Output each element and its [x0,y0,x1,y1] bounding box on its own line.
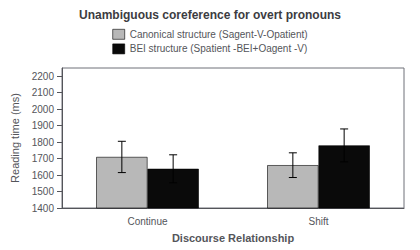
svg-text:1800: 1800 [32,137,55,148]
svg-text:Canonical structure (Sagent-V-: Canonical structure (Sagent-V-Opatient) [130,29,308,40]
svg-text:1700: 1700 [32,153,55,164]
svg-text:Continue: Continue [127,216,167,227]
svg-text:Reading time (ms): Reading time (ms) [9,93,21,183]
svg-text:BEI structure (Spatient -BEI+O: BEI structure (Spatient -BEI+Oagent -V) [130,43,308,54]
svg-text:1600: 1600 [32,170,55,181]
svg-text:2000: 2000 [32,104,55,115]
svg-text:2100: 2100 [32,87,55,98]
svg-text:1400: 1400 [32,203,55,214]
svg-text:1900: 1900 [32,120,55,131]
svg-text:2200: 2200 [32,71,55,82]
svg-text:Unambiguous coreference for ov: Unambiguous coreference for overt pronou… [79,8,341,22]
svg-text:Discourse Relationship: Discourse Relationship [172,232,295,244]
svg-text:Shift: Shift [308,216,328,227]
svg-text:1500: 1500 [32,186,55,197]
